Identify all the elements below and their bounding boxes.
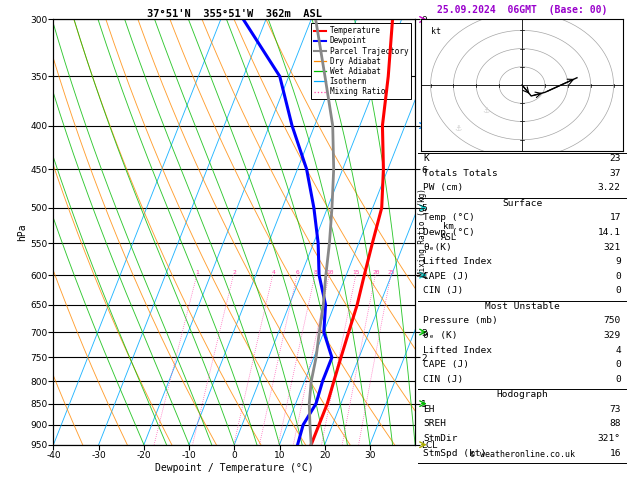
Text: ⚓: ⚓ (482, 106, 489, 115)
Text: 16: 16 (610, 449, 621, 458)
Text: 329: 329 (604, 331, 621, 340)
Text: 14.1: 14.1 (598, 228, 621, 237)
Text: CAPE (J): CAPE (J) (423, 272, 469, 281)
Text: 8: 8 (314, 270, 318, 275)
Text: 0: 0 (615, 272, 621, 281)
Text: CIN (J): CIN (J) (423, 286, 464, 295)
Text: 37: 37 (610, 169, 621, 178)
Text: ⚓: ⚓ (454, 124, 462, 133)
Text: 9: 9 (615, 257, 621, 266)
Text: Temp (°C): Temp (°C) (423, 213, 475, 223)
Legend: Temperature, Dewpoint, Parcel Trajectory, Dry Adiabat, Wet Adiabat, Isotherm, Mi: Temperature, Dewpoint, Parcel Trajectory… (311, 23, 411, 99)
Text: Dewp (°C): Dewp (°C) (423, 228, 475, 237)
Text: θₑ(K): θₑ(K) (423, 243, 452, 252)
Text: 10: 10 (326, 270, 333, 275)
Text: 0: 0 (615, 360, 621, 369)
Y-axis label: km
ASL: km ASL (441, 223, 457, 242)
Text: Totals Totals: Totals Totals (423, 169, 498, 178)
Text: 73: 73 (610, 405, 621, 414)
Text: Surface: Surface (502, 199, 542, 208)
Text: 321°: 321° (598, 434, 621, 443)
Text: 25: 25 (387, 270, 395, 275)
Text: K: K (423, 154, 429, 163)
Text: CIN (J): CIN (J) (423, 375, 464, 384)
Text: Mixing Ratio (g/kg): Mixing Ratio (g/kg) (418, 188, 427, 276)
Text: Lifted Index: Lifted Index (423, 257, 493, 266)
Text: 750: 750 (604, 316, 621, 326)
Text: Lifted Index: Lifted Index (423, 346, 493, 355)
Text: StmSpd (kt): StmSpd (kt) (423, 449, 487, 458)
Text: Hodograph: Hodograph (496, 390, 548, 399)
Text: kt: kt (431, 27, 440, 36)
Y-axis label: hPa: hPa (17, 223, 27, 241)
Text: StmDir: StmDir (423, 434, 458, 443)
Text: θₑ (K): θₑ (K) (423, 331, 458, 340)
Text: 6: 6 (296, 270, 299, 275)
Text: 2: 2 (232, 270, 236, 275)
Text: SREH: SREH (423, 419, 447, 429)
Text: 0: 0 (615, 286, 621, 295)
Text: © weatheronline.co.uk: © weatheronline.co.uk (470, 450, 574, 459)
Text: 20: 20 (372, 270, 380, 275)
Text: 88: 88 (610, 419, 621, 429)
Text: 15: 15 (353, 270, 360, 275)
Text: 23: 23 (610, 154, 621, 163)
Text: Most Unstable: Most Unstable (485, 302, 559, 311)
Text: 4: 4 (615, 346, 621, 355)
X-axis label: Dewpoint / Temperature (°C): Dewpoint / Temperature (°C) (155, 463, 314, 473)
Text: 4: 4 (272, 270, 276, 275)
Title: 37°51'N  355°51'W  362m  ASL: 37°51'N 355°51'W 362m ASL (147, 9, 322, 18)
Text: CAPE (J): CAPE (J) (423, 360, 469, 369)
Text: 17: 17 (610, 213, 621, 223)
Text: 1: 1 (196, 270, 199, 275)
Text: Pressure (mb): Pressure (mb) (423, 316, 498, 326)
Text: PW (cm): PW (cm) (423, 183, 464, 192)
Text: 321: 321 (604, 243, 621, 252)
Text: EH: EH (423, 405, 435, 414)
Text: 3.22: 3.22 (598, 183, 621, 192)
Text: 25.09.2024  06GMT  (Base: 00): 25.09.2024 06GMT (Base: 00) (437, 4, 607, 15)
Text: 0: 0 (615, 375, 621, 384)
